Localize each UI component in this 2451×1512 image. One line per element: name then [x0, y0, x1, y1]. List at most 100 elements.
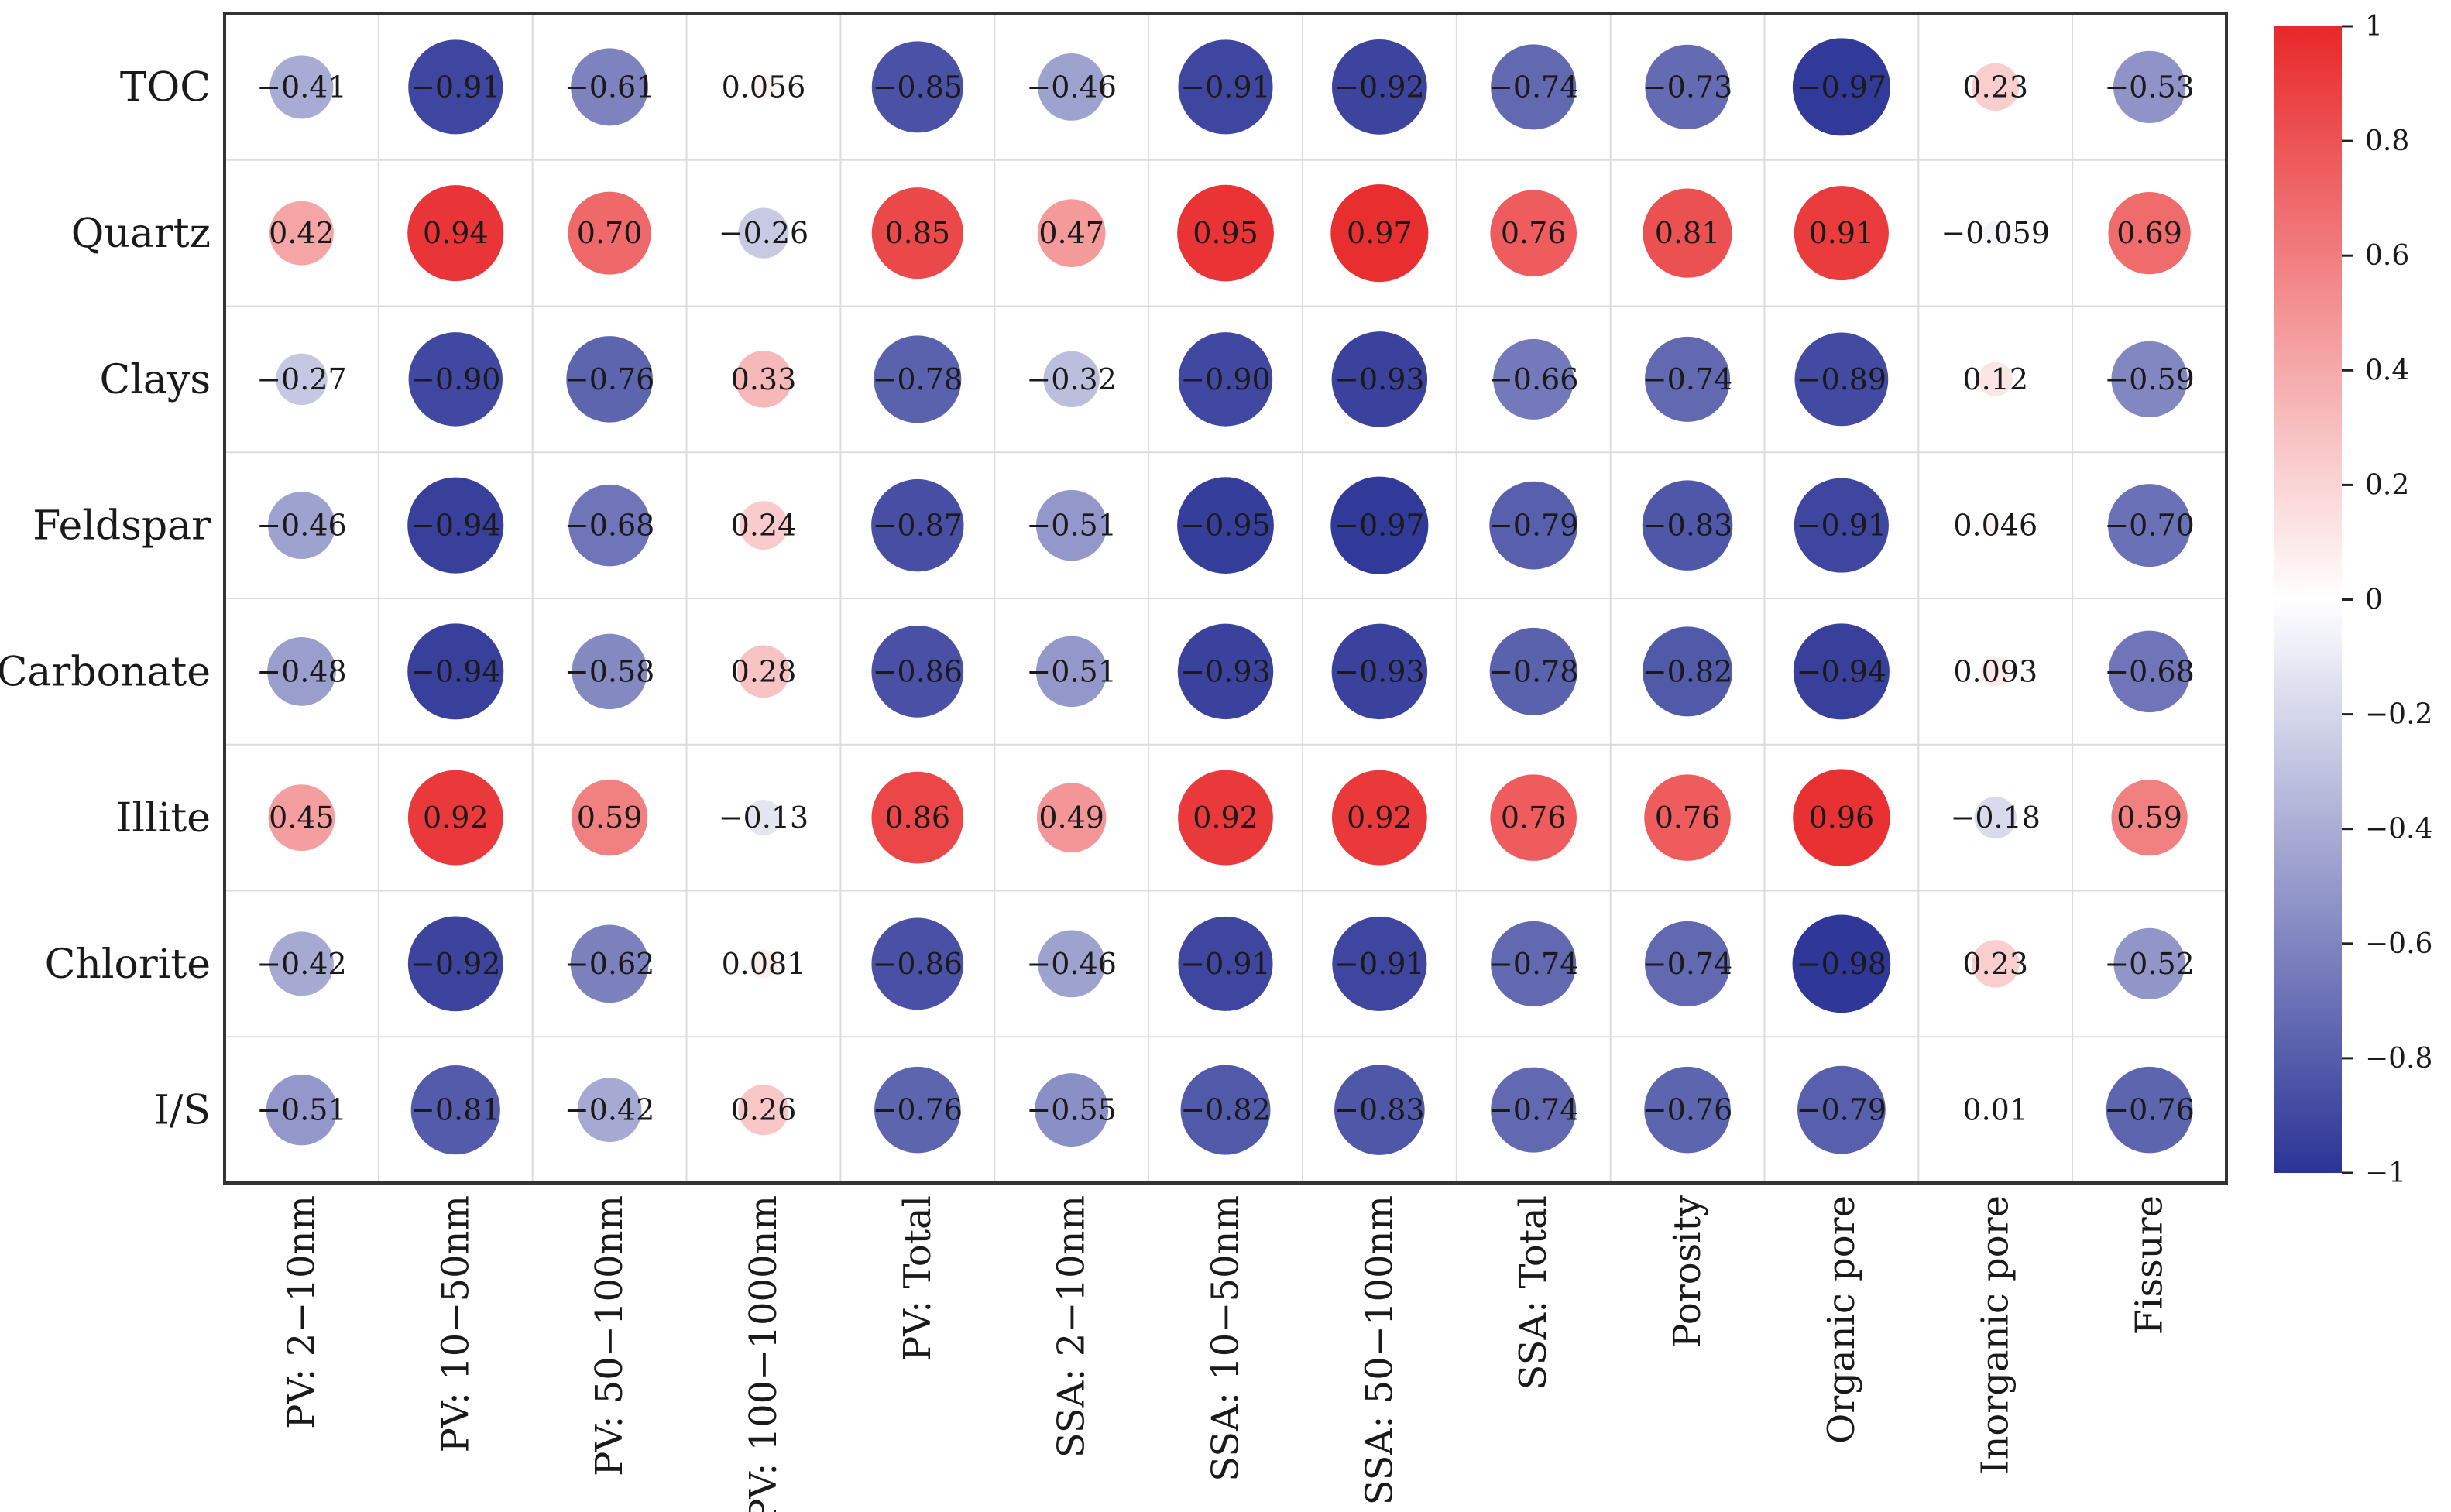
- correlation-circle: [1797, 1065, 1886, 1154]
- cell-value-label: −0.79: [1797, 1093, 1886, 1127]
- colorbar-gradient: [2274, 26, 2342, 1173]
- cell-value-label: 0.86: [885, 801, 951, 835]
- correlation-circle: [1990, 1105, 2001, 1116]
- cell-value-label: −0.53: [2104, 70, 2194, 104]
- cell-value-label: 0.12: [1962, 362, 2028, 396]
- cell-value-label: −0.48: [256, 654, 346, 688]
- correlation-circle: [568, 191, 651, 275]
- cell-value-label: 0.70: [577, 216, 643, 250]
- column-label: SSA: Total: [1512, 1195, 1555, 1390]
- cell-value-label: −0.87: [873, 509, 963, 543]
- cell-value-label: −0.46: [256, 509, 346, 543]
- correlation-circle: [566, 336, 653, 423]
- cell-value-label: 0.093: [1953, 654, 2037, 688]
- correlation-circle: [269, 55, 334, 119]
- cell-value-label: −0.18: [1951, 801, 2041, 835]
- cell-value-label: 0.45: [269, 801, 335, 835]
- colorbar-tick-label: −0.6: [2365, 928, 2432, 960]
- correlation-circle: [407, 770, 503, 866]
- cell-value-label: −0.83: [1643, 509, 1732, 543]
- correlation-circle: [2111, 779, 2188, 856]
- cell-value-label: −0.78: [1488, 654, 1578, 688]
- correlation-circle: [1035, 636, 1107, 708]
- cell-value-label: −0.68: [565, 509, 654, 543]
- cell-value-label: −0.58: [565, 654, 654, 688]
- cell-value-label: 0.081: [722, 947, 806, 981]
- correlation-circle: [1331, 39, 1427, 135]
- cell-value-label: −0.68: [2104, 654, 2194, 688]
- cell-value-label: −0.92: [1334, 70, 1424, 104]
- cell-value-label: −0.51: [1026, 509, 1116, 543]
- correlation-circle: [1792, 914, 1891, 1013]
- correlation-circle: [407, 916, 503, 1012]
- cell-value-label: 0.81: [1655, 216, 1721, 250]
- cell-value-label: 0.59: [2116, 801, 2182, 835]
- cell-value-label: −0.97: [1334, 509, 1424, 543]
- correlation-circle: [1644, 1066, 1731, 1154]
- correlation-circle: [1178, 916, 1273, 1011]
- correlation-circle: [407, 185, 504, 282]
- correlation-circle: [1983, 221, 2008, 245]
- column-label: PV: 100−1000nm: [742, 1195, 785, 1512]
- cell-value-label: −0.86: [873, 947, 963, 981]
- cell-value-label: −0.73: [1643, 70, 1732, 104]
- cell-value-label: −0.52: [2104, 947, 2194, 981]
- correlation-circle: [1037, 199, 1106, 268]
- correlation-circle: [871, 771, 964, 864]
- row-label: Chlorite: [45, 941, 211, 988]
- correlation-circle: [1491, 921, 1577, 1006]
- correlation-circle: [1177, 623, 1274, 720]
- cell-value-label: 0.49: [1038, 801, 1104, 835]
- row-labels: TOC Quartz Clays Feldspar Carbonate Illite Chl…: [0, 64, 211, 1133]
- correlation-circle: [268, 784, 335, 852]
- correlation-circle: [1645, 44, 1730, 130]
- column-label: SSA: 10−50nm: [1204, 1195, 1248, 1482]
- cell-value-label: −0.26: [719, 216, 808, 250]
- correlation-circle: [1331, 770, 1427, 866]
- correlation-circle: [1178, 39, 1273, 135]
- correlation-circle: [1644, 336, 1731, 422]
- cell-value-label: −0.70: [2104, 509, 2194, 543]
- correlation-circle: [269, 201, 334, 266]
- plot-frame: [223, 12, 2228, 1185]
- cell-value-label: 0.85: [885, 216, 951, 250]
- cell-value-label: −0.46: [1026, 947, 1116, 981]
- column-label: Inorganic pore: [1974, 1195, 2017, 1474]
- correlation-circle: [1331, 623, 1428, 720]
- correlation-circle: [408, 332, 503, 427]
- colorbar-tick-label: −0.4: [2365, 814, 2432, 845]
- cell-value-label: −0.059: [1941, 216, 2050, 250]
- correlation-circle: [2113, 50, 2186, 123]
- cell-value-label: 0.92: [1193, 801, 1258, 835]
- column-labels: PV: 2−10nm PV: 10−50nm PV: 50−100nm PV: 100…: [280, 1195, 2171, 1512]
- correlation-circle: [1491, 1067, 1577, 1153]
- cell-value-label: −0.42: [256, 947, 346, 981]
- colorbar-tick-label: −0.2: [2365, 699, 2432, 731]
- cell-value-label: −0.74: [1643, 362, 1732, 396]
- cell-value-label: −0.74: [1488, 70, 1578, 104]
- correlation-circle: [1330, 184, 1429, 283]
- cell-value-label: 0.92: [423, 801, 489, 835]
- cell-value-label: 0.96: [1809, 801, 1875, 835]
- correlation-circle: [2108, 630, 2191, 713]
- column-label: Porosity: [1666, 1195, 1709, 1348]
- correlation-circle: [269, 931, 334, 996]
- column-label: PV: Total: [896, 1195, 939, 1361]
- cell-value-label: −0.41: [256, 70, 346, 104]
- value-labels: −0.41 −0.91 −0.61 0.056 −0.85 −0.46 −0.91 −0.92…: [256, 70, 2195, 1126]
- correlation-circle: [407, 623, 504, 720]
- cell-value-label: −0.83: [1334, 1093, 1424, 1127]
- cell-value-label: −0.86: [873, 654, 963, 688]
- cell-value-label: 0.28: [731, 654, 797, 688]
- correlation-circle: [1178, 332, 1273, 427]
- correlation-circle: [2108, 484, 2192, 567]
- correlation-circle: [738, 1084, 789, 1136]
- correlation-circle: [1794, 332, 1889, 427]
- correlation-circle: [570, 924, 649, 1003]
- cell-value-label: 0.24: [731, 509, 797, 543]
- correlation-circle: [1642, 480, 1733, 571]
- cell-value-label: 0.056: [722, 70, 806, 104]
- cell-value-label: 0.47: [1038, 216, 1104, 250]
- correlation-circle: [1334, 1065, 1425, 1155]
- correlation-circle: [410, 1065, 500, 1155]
